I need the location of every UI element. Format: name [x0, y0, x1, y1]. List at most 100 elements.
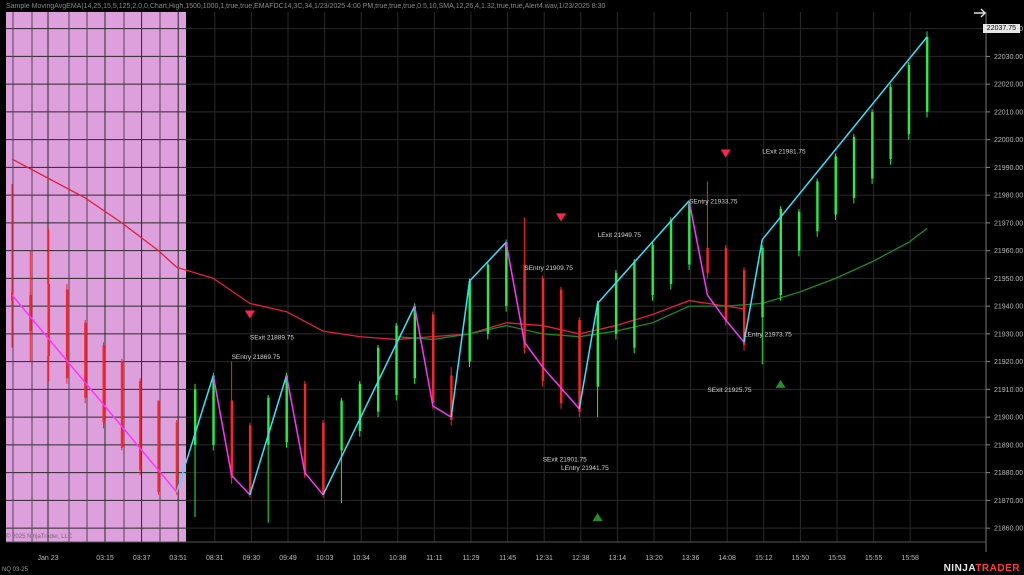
price-bar: [797, 211, 801, 251]
trade-annotation: LExit 21949.75: [598, 232, 642, 239]
y-axis-label: 21880.00: [994, 470, 1023, 477]
price-bar: [889, 86, 892, 160]
price-bar: [907, 64, 911, 135]
price-bar: [761, 247, 764, 318]
ninjatrader-logo: NINJATRADER: [944, 563, 1020, 574]
price-bar: [157, 400, 160, 493]
price-bar: [431, 314, 435, 404]
price-bar: [871, 111, 874, 179]
x-axis-label: 15:53: [828, 555, 846, 562]
zigzag-segment: [322, 305, 416, 496]
zigzag-segment: [542, 366, 580, 410]
price-bar: [340, 400, 343, 451]
sell-marker-icon: [720, 149, 731, 158]
zigzag-segment: [761, 36, 928, 241]
y-axis-label: 22010.00: [994, 109, 1023, 116]
price-bar: [322, 422, 325, 495]
price-bar: [303, 383, 307, 476]
y-axis-label: 21980.00: [994, 193, 1023, 200]
price-bar: [84, 322, 87, 398]
price-bar: [541, 278, 545, 382]
y-axis-label: 21900.00: [994, 415, 1023, 422]
zigzag-segment: [505, 242, 526, 343]
current-price-badge: 22037.75: [982, 24, 1020, 33]
zigzag-segment: [249, 375, 288, 496]
sell-marker-icon: [244, 310, 255, 319]
x-axis-label: 13:36: [682, 555, 700, 562]
price-bar: [120, 361, 124, 448]
price-bar: [468, 281, 471, 362]
x-axis-label: 10:03: [316, 555, 334, 562]
x-axis-label: 15:55: [865, 555, 883, 562]
price-bar: [139, 381, 142, 470]
arrow-right-icon[interactable]: [972, 5, 988, 21]
x-axis-label: 13:14: [609, 555, 627, 562]
price-bar: [285, 375, 288, 443]
x-axis-label: 15:12: [755, 555, 773, 562]
price-bar: [358, 383, 362, 432]
trade-annotation: LEntry 21941.75: [561, 465, 609, 472]
price-bar: [706, 247, 709, 273]
y-axis-label: 22030.00: [994, 54, 1023, 61]
price-bar: [614, 272, 618, 334]
price-bar: [47, 283, 50, 357]
price-bar: [450, 375, 453, 420]
sell-marker-icon: [556, 213, 566, 222]
y-axis-label: 21990.00: [994, 165, 1023, 172]
zigzag-segment: [231, 474, 251, 496]
x-axis-label: 11:45: [499, 555, 516, 562]
price-bar: [395, 325, 398, 395]
price-bar: [29, 295, 32, 332]
x-axis-label: 11:29: [463, 555, 480, 562]
price-bar: [669, 220, 673, 284]
zigzag-segment: [175, 375, 215, 493]
logo-part2: TRADER: [975, 563, 1020, 574]
zigzag-segment: [11, 294, 178, 493]
x-axis-label: 15:58: [901, 555, 919, 562]
x-axis-label: 11:11: [426, 555, 443, 562]
zigzag-segment: [688, 200, 709, 296]
zigzag-segment: [432, 405, 452, 418]
x-axis-label: 03:51: [169, 555, 187, 562]
x-axis-label: 15:50: [792, 555, 810, 562]
trade-annotation: LExit 21981.75: [762, 149, 806, 156]
price-bar: [651, 245, 654, 296]
price-bar: [724, 247, 728, 321]
y-axis-label: 21950.00: [994, 276, 1023, 283]
zigzag-segment: [578, 303, 599, 409]
y-axis-label: 22000.00: [994, 137, 1023, 144]
trade-annotation: LEntry 21973.75: [744, 332, 792, 339]
trade-annotation: SExit 21889.75: [250, 334, 294, 341]
indicator-info-line: Sample MovingAvgEMA(14,25,15,5,125,2,0,0…: [6, 3, 606, 10]
y-axis-label: 21930.00: [994, 331, 1023, 338]
price-bar: [175, 422, 179, 490]
y-axis-label: 21970.00: [994, 220, 1023, 227]
price-bar: [486, 264, 490, 334]
x-axis-label: 10:34: [352, 555, 370, 562]
price-bar: [779, 209, 782, 296]
x-axis-label: 09:30: [243, 555, 261, 562]
x-axis-label: 14:08: [718, 555, 736, 562]
buy-marker-icon: [775, 379, 786, 388]
trade-annotation: SEntry 21933.75: [689, 198, 738, 205]
logo-part1: NINJA: [943, 563, 976, 574]
price-bar: [596, 303, 599, 387]
session-shade: [6, 12, 186, 542]
price-bar: [267, 397, 270, 445]
y-axis-label: 21960.00: [994, 248, 1023, 255]
price-bar: [413, 306, 416, 379]
price-bar: [102, 344, 105, 423]
x-axis-label: 03:37: [133, 555, 151, 562]
price-bar: [578, 320, 581, 412]
x-axis-label: 08:31: [206, 555, 224, 562]
y-axis-label: 21860.00: [994, 526, 1023, 533]
price-bar: [230, 400, 233, 479]
zigzag-segment: [523, 341, 544, 368]
price-bar: [248, 425, 252, 495]
instrument-label: NQ 03-25: [2, 567, 29, 573]
x-axis-label: Jan 23: [37, 555, 58, 562]
x-axis-label: 03:15: [96, 555, 114, 562]
y-axis-label: 21920.00: [994, 359, 1023, 366]
y-axis-label: 21870.00: [994, 498, 1023, 505]
